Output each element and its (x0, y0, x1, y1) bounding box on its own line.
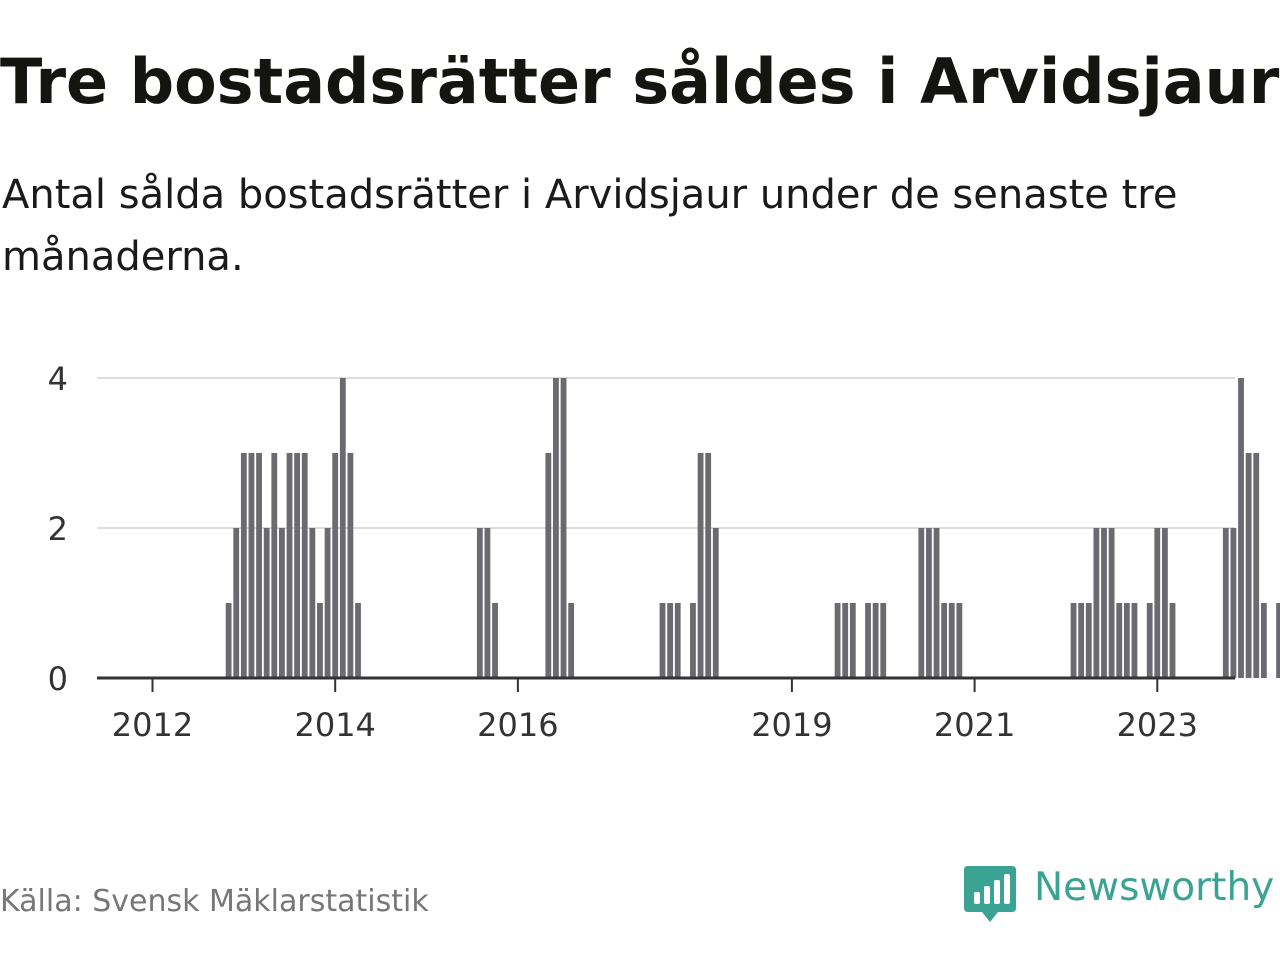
bar (225, 603, 232, 678)
bar (1253, 453, 1260, 678)
bar (286, 453, 293, 678)
x-tick-label: 2021 (934, 706, 1015, 744)
bar (1078, 603, 1085, 678)
bar (484, 528, 491, 678)
gridlines (97, 377, 1235, 529)
bar (317, 603, 323, 678)
y-tick-label: 4 (48, 360, 68, 398)
bar (309, 528, 316, 678)
bar (948, 603, 955, 678)
x-tick-label: 2012 (112, 706, 193, 744)
bar-chart: 0243201220142016201920212023 (48, 360, 1280, 744)
bar (1161, 528, 1168, 678)
bar (1123, 603, 1130, 678)
source-note: Källa: Svensk Mäklarstatistik (0, 884, 429, 919)
x-tick-label: 2016 (477, 706, 558, 744)
axes (97, 676, 1235, 692)
bar (712, 528, 719, 678)
bar (339, 378, 346, 678)
bar (674, 603, 681, 678)
bar (545, 453, 552, 678)
bar (956, 603, 963, 678)
bar (1070, 603, 1077, 678)
bar (1131, 603, 1138, 678)
bar (476, 528, 483, 678)
y-tick-label: 0 (48, 660, 68, 698)
bar (1230, 528, 1237, 678)
bar (240, 453, 247, 678)
bar (933, 528, 940, 678)
bar (301, 453, 308, 678)
bar (355, 603, 361, 678)
bar (1116, 603, 1123, 678)
bar (233, 528, 240, 678)
bar (941, 603, 948, 678)
bar (690, 603, 696, 678)
bar (1276, 603, 1280, 678)
tick-labels: 0243201220142016201920212023 (48, 360, 1198, 744)
y-tick-label: 2 (48, 510, 68, 548)
bar (865, 603, 871, 678)
bar (553, 378, 559, 678)
bar (332, 453, 339, 678)
chart-title: Tre bostadsrätter såldes i Arvidsjaur (0, 45, 1280, 118)
bar (263, 528, 270, 678)
bar (1222, 528, 1229, 678)
bar (667, 603, 674, 678)
bar (324, 528, 331, 678)
x-tick-label: 2023 (1117, 706, 1198, 744)
chart-subtitle: Antal sålda bostadsrätter i Arvidsjaur u… (2, 172, 1178, 280)
bar (834, 603, 841, 678)
bar (294, 453, 301, 678)
bar (1238, 378, 1244, 678)
bar (560, 378, 567, 678)
x-tick-label: 2019 (751, 706, 832, 744)
bars (225, 378, 1280, 678)
bar (880, 603, 887, 678)
bar (842, 603, 849, 678)
bar-chart-speech-bubble-icon (964, 866, 1016, 922)
bar (1101, 528, 1107, 678)
bar (659, 603, 666, 678)
bar (492, 603, 498, 678)
bar (872, 603, 879, 678)
bar (347, 453, 354, 678)
bar (1108, 528, 1115, 678)
bar (1154, 528, 1161, 678)
bar (918, 528, 925, 678)
x-tick-label: 2014 (294, 706, 375, 744)
bar (1146, 603, 1153, 678)
bar (697, 453, 704, 678)
bar (279, 528, 285, 678)
bar (1260, 603, 1267, 678)
bar (248, 453, 255, 678)
bar (705, 453, 712, 678)
bar (271, 453, 278, 678)
bar (1245, 453, 1252, 678)
bar (926, 528, 932, 678)
bar (1085, 603, 1092, 678)
bar (256, 453, 262, 678)
bar (849, 603, 856, 678)
brand-name: Newsworthy (1034, 865, 1275, 910)
bar (1169, 603, 1176, 678)
bar (1093, 528, 1100, 678)
bar (568, 603, 575, 678)
